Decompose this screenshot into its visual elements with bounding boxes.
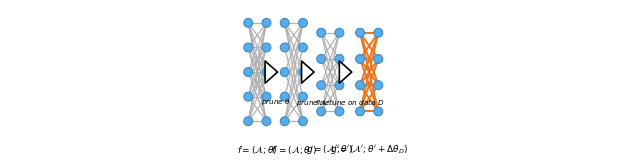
Text: finetune on data $D$: finetune on data $D$ <box>315 97 385 108</box>
Circle shape <box>317 107 326 116</box>
Circle shape <box>298 117 307 126</box>
Circle shape <box>262 68 271 76</box>
FancyArrowPatch shape <box>265 61 278 83</box>
Circle shape <box>280 68 289 76</box>
Circle shape <box>335 81 344 90</box>
Circle shape <box>280 117 289 126</box>
Circle shape <box>356 107 365 116</box>
Circle shape <box>317 81 326 90</box>
Circle shape <box>244 68 253 76</box>
Text: $g' = (\mathcal{A}';\theta' + \Delta\theta_D)$: $g' = (\mathcal{A}';\theta' + \Delta\the… <box>330 143 408 156</box>
Text: prune $\theta$: prune $\theta$ <box>260 97 291 108</box>
Circle shape <box>374 81 383 90</box>
Text: prune $\mathcal{A}$: prune $\mathcal{A}$ <box>296 97 328 108</box>
Circle shape <box>317 55 326 63</box>
Circle shape <box>298 68 307 76</box>
Circle shape <box>244 18 253 27</box>
FancyArrowPatch shape <box>339 61 352 83</box>
Circle shape <box>374 55 383 63</box>
Circle shape <box>335 107 344 116</box>
Circle shape <box>335 28 344 37</box>
Text: $f = (\mathcal{A};\theta)$: $f = (\mathcal{A};\theta)$ <box>237 144 278 156</box>
Circle shape <box>356 81 365 90</box>
Circle shape <box>374 107 383 116</box>
Circle shape <box>335 55 344 63</box>
Circle shape <box>374 28 383 37</box>
Circle shape <box>298 92 307 101</box>
Circle shape <box>356 28 365 37</box>
FancyArrowPatch shape <box>301 61 314 83</box>
Circle shape <box>280 18 289 27</box>
Circle shape <box>280 43 289 52</box>
Circle shape <box>262 117 271 126</box>
Text: $g = (\mathcal{A}';\theta')$: $g = (\mathcal{A}';\theta')$ <box>307 143 354 156</box>
Circle shape <box>262 18 271 27</box>
Circle shape <box>298 18 307 27</box>
Circle shape <box>262 43 271 52</box>
Circle shape <box>280 92 289 101</box>
Circle shape <box>244 92 253 101</box>
Circle shape <box>356 55 365 63</box>
Text: $f' = (\mathcal{A};\theta')$: $f' = (\mathcal{A};\theta')$ <box>271 144 317 156</box>
Circle shape <box>244 117 253 126</box>
Circle shape <box>262 92 271 101</box>
Circle shape <box>244 43 253 52</box>
Circle shape <box>298 43 307 52</box>
Circle shape <box>317 28 326 37</box>
